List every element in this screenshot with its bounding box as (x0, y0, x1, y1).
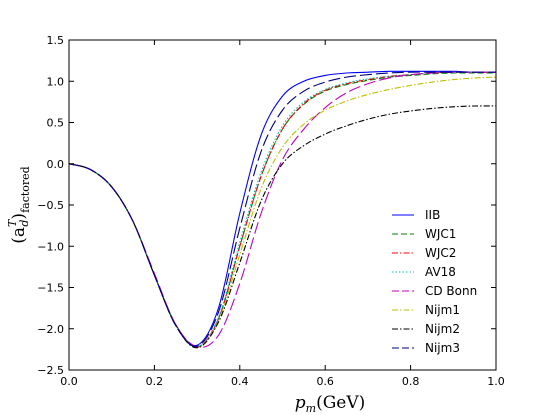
legend-label-cd-bonn: CD Bonn (425, 284, 477, 298)
x-axis-title-sub: m (306, 402, 316, 415)
x-axis-title-unit: (GeV) (316, 393, 365, 413)
legend-label-wjc2: WJC2 (425, 246, 456, 260)
series-lines (68, 70, 497, 349)
y-tick-label: 0.0 (47, 158, 65, 171)
x-tick-label: 0.4 (231, 375, 249, 388)
legend: IIB WJC1 WJC2 AV18 CD Bonn Nijm1 Nijm2 Nijm3 (392, 208, 477, 355)
y-axis-title: (aTd)factored (6, 166, 32, 243)
legend-label-iib: IIB (425, 208, 440, 222)
y-tick-label: −0.5 (37, 199, 64, 212)
legend-label-av18: AV18 (425, 265, 456, 279)
y-tick-label: −2.0 (37, 323, 64, 336)
y-tick-label: 1.5 (47, 34, 65, 47)
y-tick-label: 1.0 (47, 75, 65, 88)
x-axis-title-main: p (295, 393, 306, 413)
series-line-nijm3 (68, 71, 496, 347)
y-axis-title-subtext: factored (19, 166, 32, 213)
y-axis-title-open: (a (9, 227, 29, 244)
y-axis-title-sub: d (18, 220, 31, 227)
x-tick-label: 0.6 (316, 375, 334, 388)
x-axis-title: pm(GeV) (295, 393, 366, 415)
x-tick-label: 1.0 (487, 375, 505, 388)
x-tick-label: 0.8 (402, 375, 420, 388)
x-tick-label: 0.0 (60, 375, 78, 388)
legend-label-nijm1: Nijm1 (425, 303, 460, 317)
y-tick-label: −1.0 (37, 240, 64, 253)
legend-label-nijm2: Nijm2 (425, 322, 460, 336)
legend-label-nijm3: Nijm3 (425, 341, 460, 355)
plot-frame (68, 39, 497, 371)
y-tick-label: −1.5 (37, 282, 64, 295)
y-tick-label: 0.5 (47, 117, 65, 130)
y-axis-title-close: ) (9, 213, 29, 220)
x-tick-label: 0.2 (146, 375, 164, 388)
legend-label-wjc1: WJC1 (425, 227, 456, 241)
axis-ticks: 0.0 0.2 0.4 0.6 0.8 1.0 1.5 1.0 0.5 0.0 −0.5 −1.0 −1… (37, 34, 504, 388)
y-axis-title-sup: T (6, 218, 19, 227)
y-tick-label: −2.5 (37, 364, 64, 377)
